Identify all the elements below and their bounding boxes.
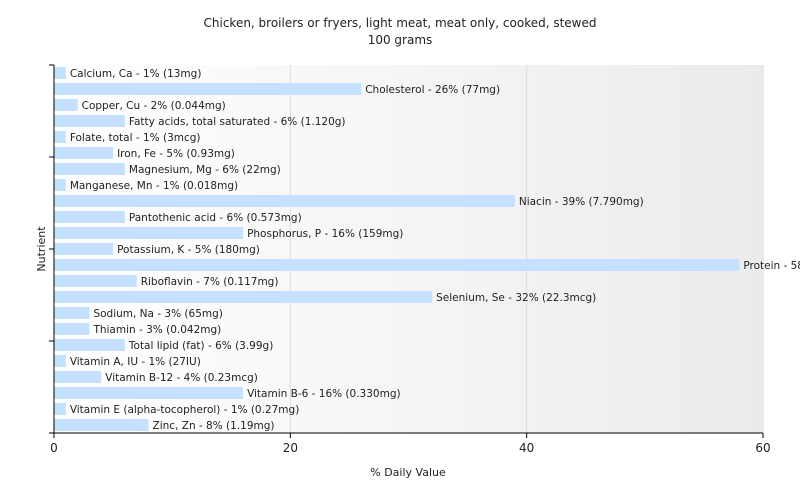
bar-label: Thiamin - 3% (0.042mg) bbox=[92, 324, 221, 336]
bar bbox=[54, 115, 125, 127]
bar bbox=[54, 307, 90, 319]
bar-label: Vitamin B-12 - 4% (0.23mcg) bbox=[105, 372, 258, 384]
bar-label: Selenium, Se - 32% (22.3mcg) bbox=[436, 292, 596, 304]
x-tick-label: 0 bbox=[50, 441, 58, 455]
x-axis-label: % Daily Value bbox=[370, 466, 446, 479]
bar bbox=[54, 67, 66, 79]
bar-label: Zinc, Zn - 8% (1.19mg) bbox=[153, 420, 275, 432]
bar-label: Phosphorus, P - 16% (159mg) bbox=[247, 228, 403, 240]
x-tick-label: 20 bbox=[283, 441, 298, 455]
bar-label: Calcium, Ca - 1% (13mg) bbox=[70, 68, 202, 80]
bar bbox=[54, 403, 66, 415]
bar-label: Copper, Cu - 2% (0.044mg) bbox=[82, 100, 226, 112]
bar bbox=[54, 83, 362, 95]
bars-group bbox=[54, 67, 740, 431]
bar-label: Sodium, Na - 3% (65mg) bbox=[93, 308, 222, 320]
bar-label: Fatty acids, total saturated - 6% (1.120… bbox=[129, 116, 346, 128]
bar bbox=[54, 99, 78, 111]
bar bbox=[54, 147, 114, 159]
bar bbox=[54, 195, 515, 207]
bar bbox=[54, 179, 66, 191]
x-tick-label: 60 bbox=[755, 441, 770, 455]
bar bbox=[54, 163, 125, 175]
plot-background bbox=[54, 65, 763, 433]
bar-label: Potassium, K - 5% (180mg) bbox=[117, 244, 260, 256]
bar-label: Total lipid (fat) - 6% (3.99g) bbox=[128, 340, 273, 352]
bar-label: Manganese, Mn - 1% (0.018mg) bbox=[70, 180, 238, 192]
chart-title: Chicken, broilers or fryers, light meat,… bbox=[204, 16, 597, 30]
bar-label: Vitamin B-6 - 16% (0.330mg) bbox=[247, 388, 401, 400]
bar-label: Riboflavin - 7% (0.117mg) bbox=[141, 276, 279, 288]
bar-label: Cholesterol - 26% (77mg) bbox=[365, 84, 500, 96]
bar bbox=[54, 275, 137, 287]
y-ticks-group bbox=[49, 64, 54, 434]
bar bbox=[54, 259, 740, 271]
y-axis-label: Nutrient bbox=[35, 226, 48, 272]
chart-subtitle: 100 grams bbox=[368, 33, 433, 47]
bar bbox=[54, 211, 125, 223]
bar-label: Iron, Fe - 5% (0.93mg) bbox=[117, 148, 235, 160]
bar bbox=[54, 371, 102, 383]
bar bbox=[54, 243, 114, 255]
bar bbox=[54, 355, 66, 367]
bar-label: Vitamin E (alpha-tocopherol) - 1% (0.27m… bbox=[70, 404, 299, 416]
bar-label: Magnesium, Mg - 6% (22mg) bbox=[129, 164, 281, 176]
bar bbox=[54, 131, 66, 143]
bar bbox=[54, 323, 90, 335]
x-ticks-group: 0 20 40 60 bbox=[50, 433, 771, 455]
bar bbox=[54, 291, 433, 303]
bar-labels-group: Calcium, Ca - 1% (13mg) Cholesterol - 26%… bbox=[70, 68, 800, 432]
bar-label: Vitamin A, IU - 1% (27IU) bbox=[70, 356, 201, 368]
bar-label: Folate, total - 1% (3mcg) bbox=[70, 132, 201, 144]
bar-label: Pantothenic acid - 6% (0.573mg) bbox=[129, 212, 302, 224]
bar bbox=[54, 419, 149, 431]
bar bbox=[54, 339, 125, 351]
gridlines bbox=[289, 65, 764, 433]
x-tick-label: 40 bbox=[519, 441, 534, 455]
bar-label: Niacin - 39% (7.790mg) bbox=[519, 196, 644, 208]
bar-label: Protein - 58% (28.88g) bbox=[743, 260, 800, 272]
bar bbox=[54, 227, 244, 239]
bar bbox=[54, 387, 244, 399]
